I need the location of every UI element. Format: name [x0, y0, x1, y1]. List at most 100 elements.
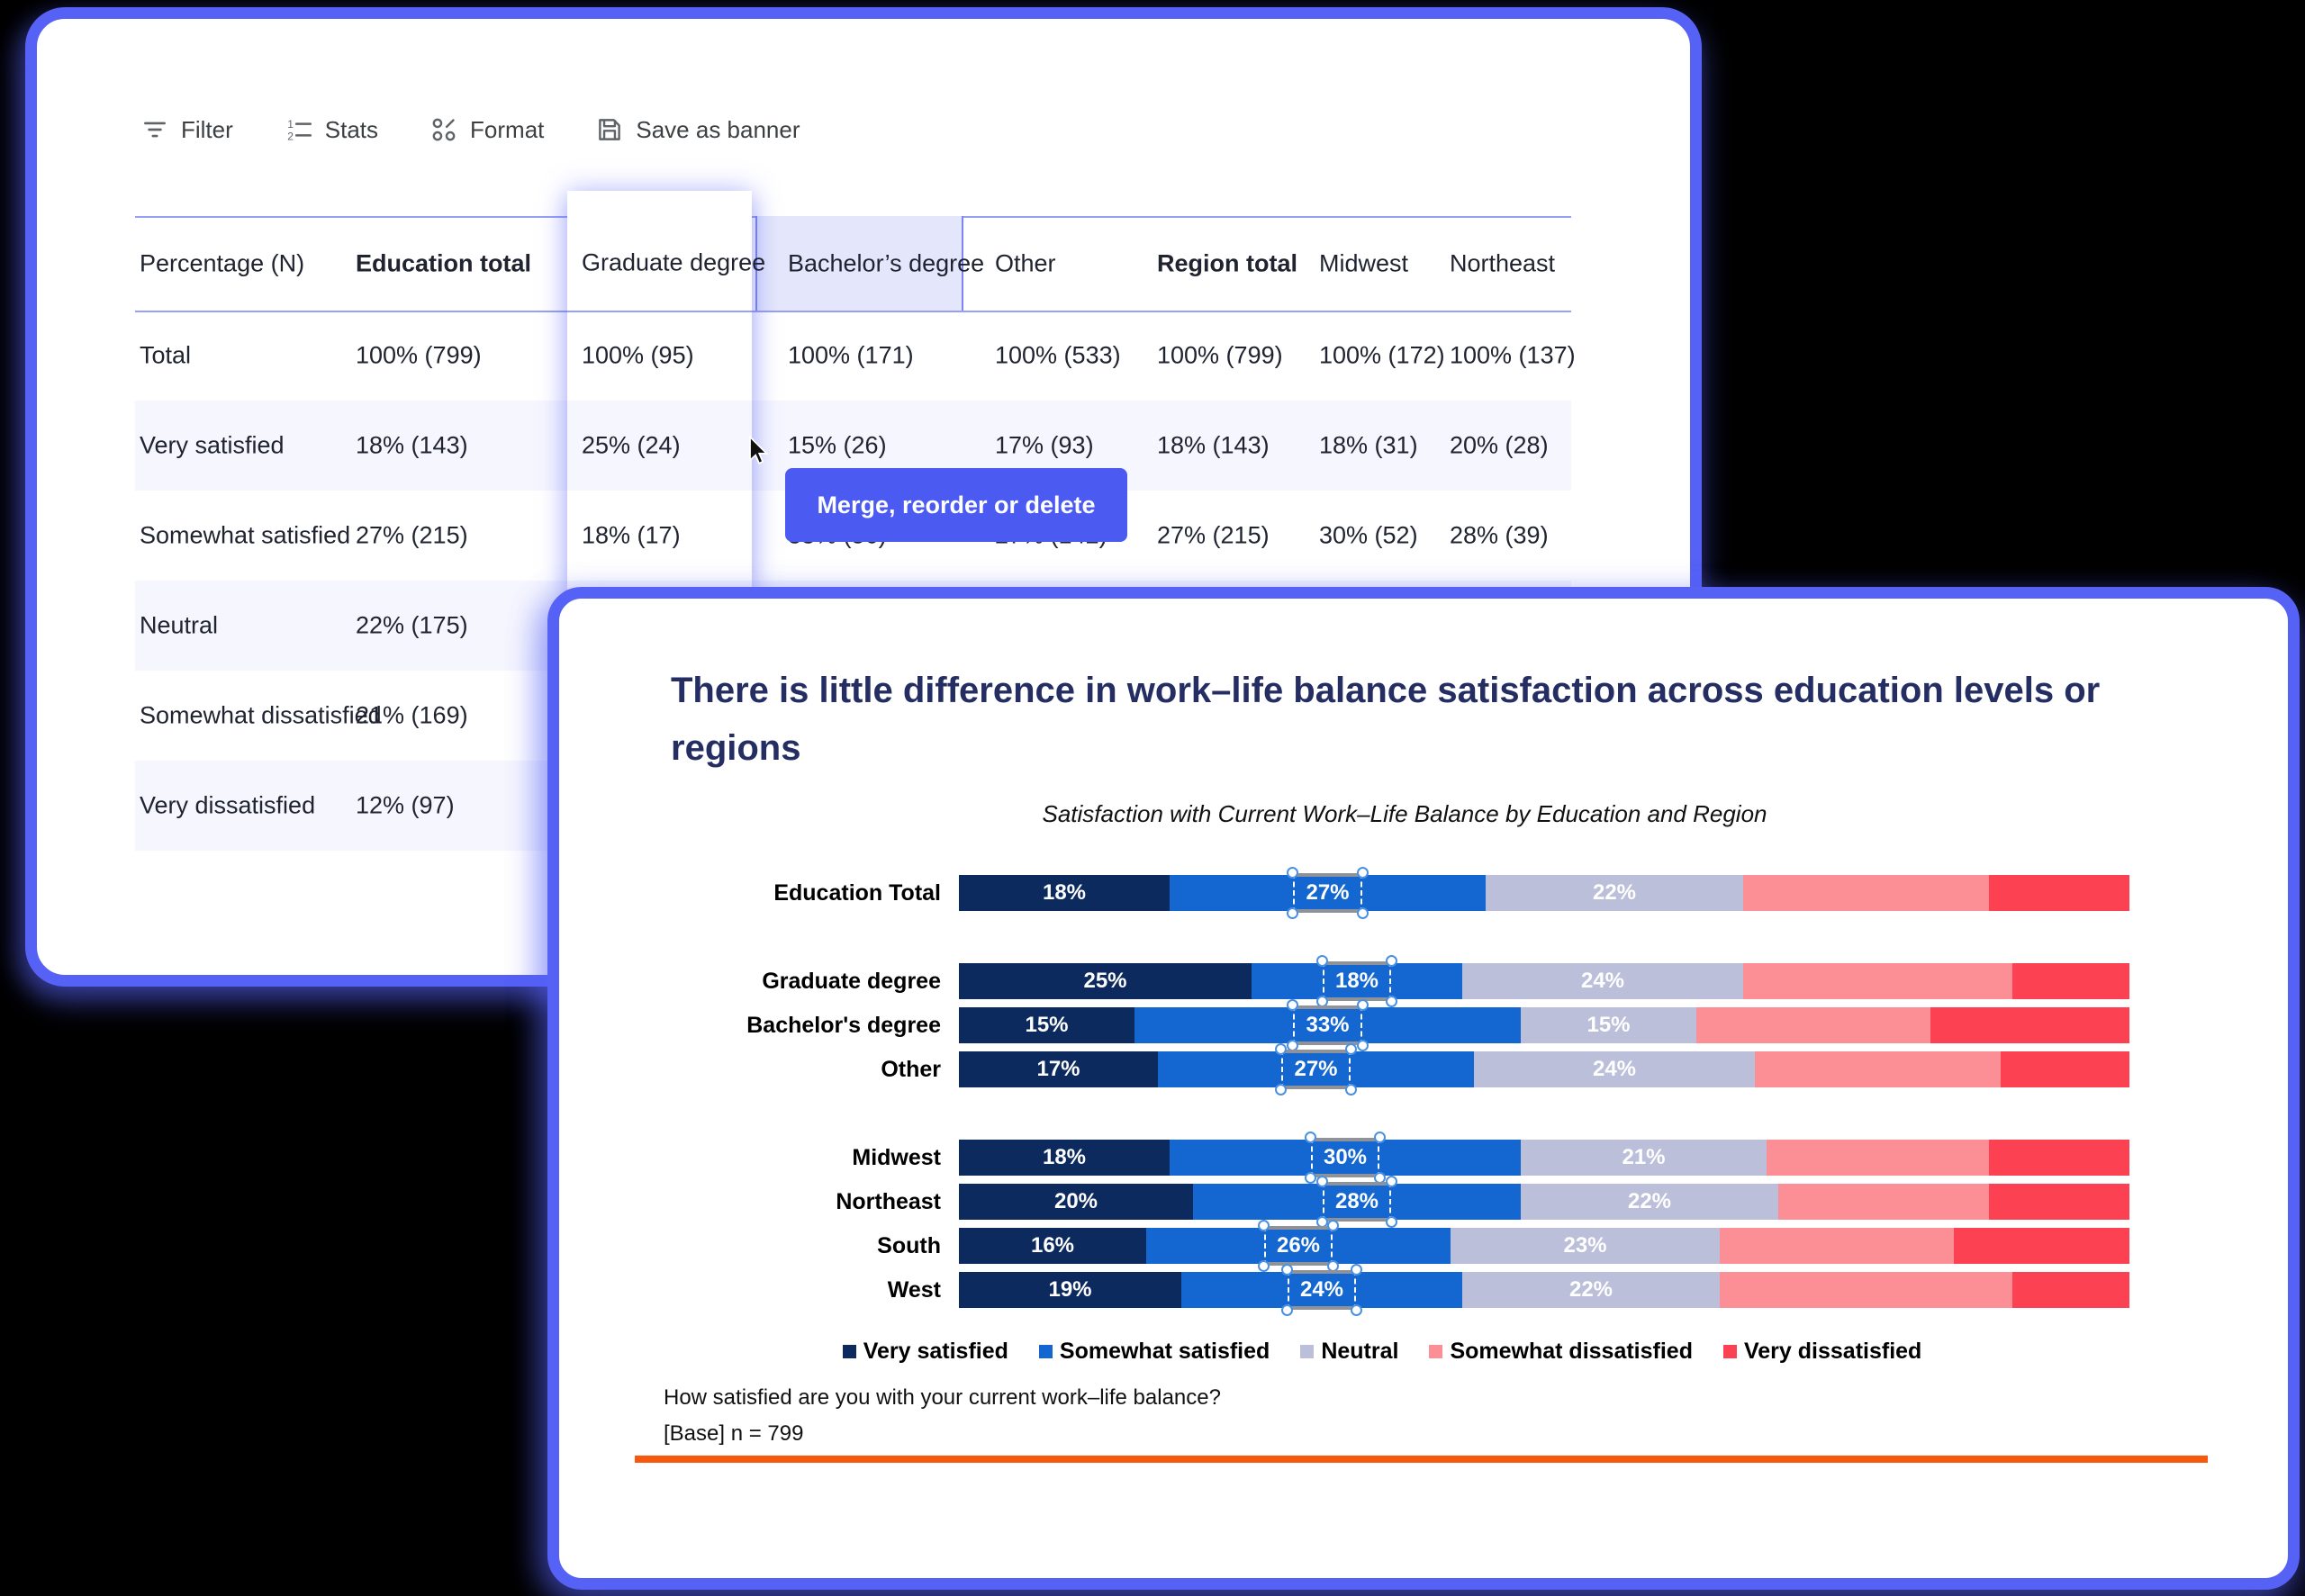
bar-segment-somewhat-satisfied[interactable]: 27% [1170, 867, 1486, 919]
bar-segment-somewhat-dissatisfied[interactable] [1743, 963, 2012, 999]
selection-handle[interactable] [1356, 907, 1369, 919]
bar-segment-neutral[interactable]: 24% [1462, 963, 1743, 999]
bar-segment-neutral[interactable]: 23% [1451, 1228, 1720, 1264]
selection-handle[interactable] [1315, 1176, 1328, 1187]
bar-segment-somewhat-satisfied[interactable]: 30% [1170, 1132, 1521, 1184]
toolbar-button-filter[interactable]: Filter [140, 114, 233, 145]
data-label: 24% [1592, 1057, 1637, 1081]
legend-item-very-satisfied[interactable]: Very satisfied [842, 1339, 1008, 1365]
stacked-bar: 16% 26% 23% [959, 1220, 2129, 1272]
selection-handle[interactable] [1386, 996, 1398, 1007]
selection-handle[interactable] [1386, 1176, 1398, 1187]
selected-data-label[interactable]: 27% [1287, 867, 1369, 919]
bar-segment-very-satisfied[interactable]: 19% [959, 1272, 1181, 1308]
selected-data-label[interactable]: 27% [1275, 1043, 1357, 1096]
bar-segment-very-satisfied[interactable]: 16% [959, 1228, 1146, 1264]
toolbar-button-format[interactable]: Format [429, 114, 544, 145]
bar-segment-somewhat-dissatisfied[interactable] [1743, 875, 1989, 911]
row-label: Very dissatisfied [140, 791, 316, 819]
bar-segment-neutral[interactable]: 22% [1462, 1272, 1720, 1308]
bar-segment-very-satisfied[interactable]: 17% [959, 1051, 1158, 1087]
table-cell: 20% (28) [1450, 431, 1549, 459]
bar-segment-somewhat-dissatisfied[interactable] [1755, 1051, 2001, 1087]
bar-segment-very-dissatisfied[interactable] [1954, 1228, 2129, 1264]
selected-data-label[interactable]: 18% [1315, 955, 1398, 1007]
selection-handle[interactable] [1356, 1040, 1369, 1051]
column-header-education-total[interactable]: Education total [356, 249, 531, 277]
bar-segment-somewhat-satisfied[interactable]: 28% [1193, 1176, 1521, 1228]
stacked-bar: 15% 33% 15% [959, 999, 2129, 1051]
bar-segment-neutral[interactable]: 22% [1486, 875, 1743, 911]
legend-item-very-dissatisfied[interactable]: Very dissatisfied [1722, 1339, 1921, 1365]
bar-segment-somewhat-satisfied[interactable]: 33% [1134, 999, 1521, 1051]
dragged-column[interactable]: Graduate degree 100% (95) 25% (24) 18% (17… [567, 191, 765, 594]
selected-data-label[interactable]: 24% [1280, 1264, 1363, 1316]
selection-handle[interactable] [1257, 1260, 1270, 1272]
selection-handle[interactable] [1344, 1043, 1357, 1055]
bar-segment-somewhat-satisfied[interactable]: 24% [1181, 1264, 1462, 1316]
toolbar-button-stats[interactable]: 1 2 Stats [284, 114, 378, 145]
bar-segment-very-satisfied[interactable]: 25% [959, 963, 1252, 999]
column-header-percentage-n[interactable]: Percentage (N) [140, 249, 305, 277]
selection-handle[interactable] [1386, 1216, 1398, 1228]
bar-segment-somewhat-dissatisfied[interactable] [1767, 1140, 1989, 1176]
data-label: 22% [1592, 880, 1637, 905]
bar-segment-neutral[interactable]: 15% [1521, 1007, 1696, 1043]
selection-handle[interactable] [1304, 1172, 1316, 1184]
bar-segment-very-dissatisfied[interactable] [2001, 1051, 2129, 1087]
column-header-other[interactable]: Other [995, 249, 1056, 277]
selection-handle[interactable] [1280, 1304, 1293, 1316]
selection-handle[interactable] [1386, 955, 1398, 967]
bar-segment-very-satisfied[interactable]: 18% [959, 875, 1170, 911]
bar-segment-very-dissatisfied[interactable] [2012, 1272, 2129, 1308]
legend-item-somewhat-satisfied[interactable]: Somewhat satisfied [1038, 1339, 1270, 1365]
selection-handle[interactable] [1356, 867, 1369, 879]
bar-segment-somewhat-satisfied[interactable]: 18% [1252, 955, 1462, 1007]
bar-segment-very-dissatisfied[interactable] [1989, 1140, 2129, 1176]
dragged-column-header[interactable]: Graduate degree [582, 248, 766, 276]
selection-handle[interactable] [1327, 1220, 1340, 1231]
bar-segment-somewhat-satisfied[interactable]: 27% [1158, 1043, 1474, 1096]
selection-handle[interactable] [1287, 867, 1299, 879]
column-header-midwest[interactable]: Midwest [1319, 249, 1409, 277]
bar-segment-neutral[interactable]: 21% [1521, 1140, 1767, 1176]
selection-handle[interactable] [1304, 1132, 1316, 1143]
column-header-region-total[interactable]: Region total [1157, 249, 1297, 277]
selection-handle[interactable] [1287, 907, 1299, 919]
bar-segment-very-dissatisfied[interactable] [1989, 1184, 2129, 1220]
column-header-northeast[interactable]: Northeast [1450, 249, 1556, 277]
mouse-cursor-icon [742, 434, 774, 471]
selection-handle[interactable] [1275, 1084, 1288, 1096]
selection-handle[interactable] [1374, 1132, 1387, 1143]
selected-data-label[interactable]: 33% [1287, 999, 1369, 1051]
selection-handle[interactable] [1351, 1264, 1363, 1276]
legend-item-neutral[interactable]: Neutral [1300, 1339, 1398, 1365]
selection-handle[interactable] [1351, 1304, 1363, 1316]
bar-segment-somewhat-dissatisfied[interactable] [1720, 1228, 1954, 1264]
bar-segment-very-dissatisfied[interactable] [2012, 963, 2129, 999]
selection-handle[interactable] [1257, 1220, 1270, 1231]
selection-handle[interactable] [1344, 1084, 1357, 1096]
bar-segment-very-satisfied[interactable]: 20% [959, 1184, 1193, 1220]
bar-segment-somewhat-dissatisfied[interactable] [1778, 1184, 1989, 1220]
bar-segment-somewhat-satisfied[interactable]: 26% [1146, 1220, 1451, 1272]
legend-item-somewhat-dissatisfied[interactable]: Somewhat dissatisfied [1429, 1339, 1693, 1365]
bar-segment-neutral[interactable]: 22% [1521, 1184, 1778, 1220]
selection-handle[interactable] [1275, 1043, 1288, 1055]
selection-handle[interactable] [1356, 999, 1369, 1011]
bar-segment-very-satisfied[interactable]: 18% [959, 1140, 1170, 1176]
column-header-bachelor-s-degree[interactable]: Bachelor’s degree [788, 249, 985, 277]
bar-segment-somewhat-dissatisfied[interactable] [1696, 1007, 1930, 1043]
selection-handle[interactable] [1280, 1264, 1293, 1276]
bar-segment-somewhat-dissatisfied[interactable] [1720, 1272, 2012, 1308]
toolbar-button-save-as-banner[interactable]: Save as banner [594, 114, 800, 145]
bar-segment-very-dissatisfied[interactable] [1930, 1007, 2129, 1043]
selected-data-label[interactable]: 30% [1304, 1132, 1387, 1184]
selection-handle[interactable] [1287, 999, 1299, 1011]
selection-handle[interactable] [1315, 955, 1328, 967]
selected-data-label[interactable]: 28% [1315, 1176, 1398, 1228]
bar-segment-very-satisfied[interactable]: 15% [959, 1007, 1134, 1043]
selected-data-label[interactable]: 26% [1257, 1220, 1340, 1272]
bar-segment-very-dissatisfied[interactable] [1989, 875, 2129, 911]
bar-segment-neutral[interactable]: 24% [1474, 1051, 1755, 1087]
